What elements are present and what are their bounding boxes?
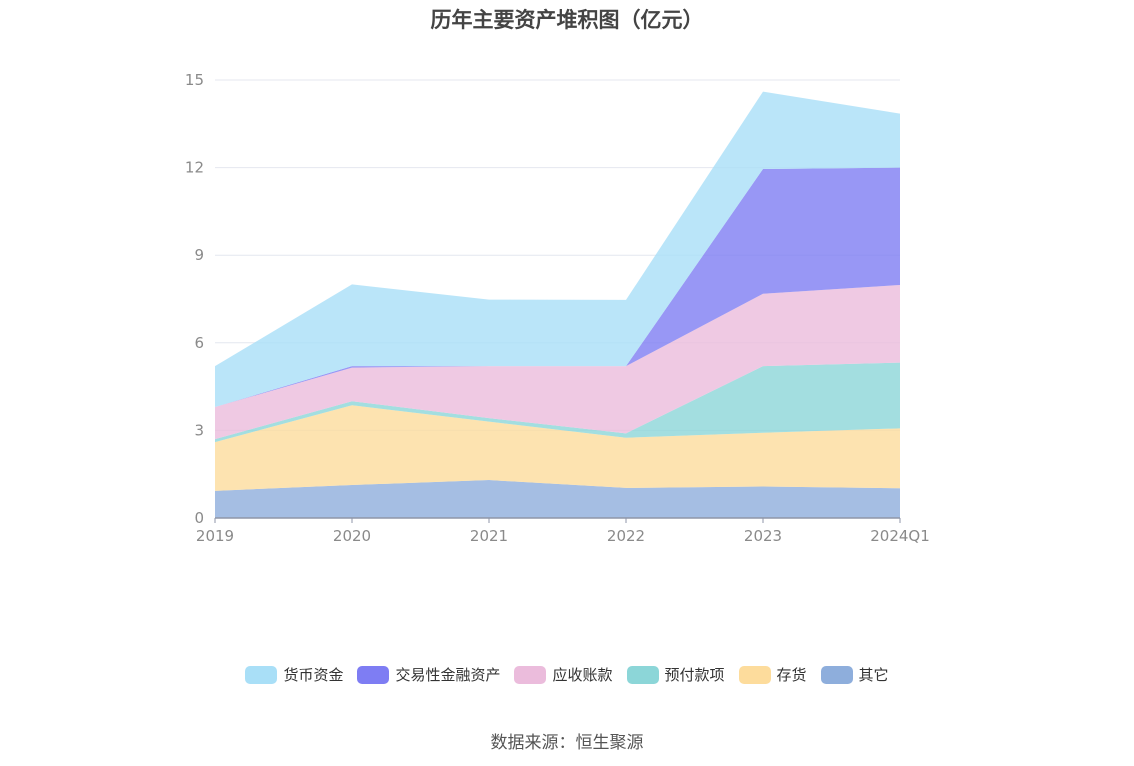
- legend-item[interactable]: 货币资金: [245, 664, 343, 685]
- area-series-4: [215, 167, 900, 408]
- x-tick-label: 2022: [607, 527, 645, 545]
- legend-label: 应收账款: [552, 666, 613, 684]
- legend-swatch: [820, 665, 853, 684]
- data-source-note: 数据来源：恒生聚源: [490, 733, 644, 753]
- area-series: [215, 91, 900, 518]
- legend-item[interactable]: 存货: [738, 664, 807, 685]
- x-tick-label: 2019: [196, 527, 234, 545]
- x-tick-label: 2023: [744, 527, 782, 545]
- legend-swatch: [357, 665, 390, 684]
- legend-label: 存货: [776, 666, 807, 684]
- legend-label: 预付款项: [664, 666, 725, 684]
- legend-swatch: [245, 665, 278, 684]
- legend-swatch: [626, 665, 659, 684]
- legend-item[interactable]: 其它: [820, 664, 889, 685]
- legend-label: 货币资金: [283, 666, 344, 684]
- chart-title: 历年主要资产堆积图（亿元）: [430, 8, 704, 32]
- y-tick-label: 6: [194, 334, 204, 352]
- x-tick-label: 2024Q1: [870, 527, 930, 545]
- legend-item[interactable]: 交易性金融资产: [357, 664, 500, 685]
- area-series-0: [215, 480, 900, 518]
- area-series-2: [215, 362, 900, 443]
- area-series-3: [215, 284, 900, 440]
- legend-swatch: [514, 665, 547, 684]
- x-tick-label: 2021: [470, 527, 508, 545]
- legend-label: 其它: [858, 666, 889, 684]
- y-tick-label: 9: [194, 246, 204, 264]
- y-tick-label: 12: [185, 159, 204, 177]
- legend-item[interactable]: 预付款项: [626, 664, 725, 685]
- legend-swatch: [738, 665, 771, 684]
- axes: 0 3 6 9 12 15 2019 2020 2021 2022 2023 2024Q1: [185, 71, 930, 545]
- area-series-5: [215, 91, 900, 408]
- legend-item[interactable]: 应收账款: [514, 664, 613, 685]
- y-tick-label: 3: [194, 421, 204, 439]
- legend: 货币资金 交易性金融资产 应收账款 预付款项 存货 其它: [0, 664, 1134, 685]
- x-tick-label: 2020: [333, 527, 371, 545]
- y-tick-label: 0: [194, 509, 204, 527]
- y-tick-label: 15: [185, 71, 204, 89]
- area-series-1: [215, 405, 900, 491]
- legend-label: 交易性金融资产: [395, 666, 501, 684]
